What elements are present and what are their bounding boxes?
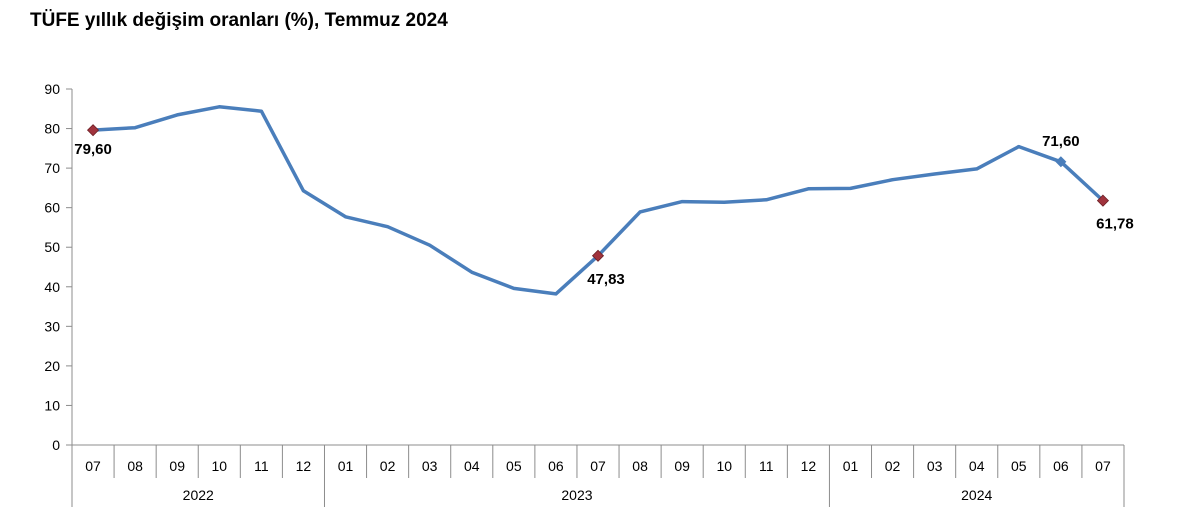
x-tick-label: 09 xyxy=(674,458,690,474)
x-tick-label: 07 xyxy=(85,458,101,474)
data-point xyxy=(722,200,726,204)
data-marker xyxy=(591,249,605,262)
x-tick-label: 12 xyxy=(296,458,312,474)
data-point xyxy=(217,105,221,109)
x-tick-label: 04 xyxy=(464,458,480,474)
x-tick-label: 11 xyxy=(254,458,269,474)
data-point xyxy=(975,167,979,171)
series-line xyxy=(91,105,1105,296)
x-tick-label: 02 xyxy=(885,458,901,474)
y-tick-label: 60 xyxy=(44,200,60,216)
x-tick-label: 01 xyxy=(843,458,859,474)
data-point xyxy=(259,109,263,113)
data-point xyxy=(512,286,516,290)
data-point xyxy=(470,270,474,274)
data-point xyxy=(680,200,684,204)
data-label: 61,78 xyxy=(1096,216,1134,233)
data-point xyxy=(428,243,432,247)
data-point xyxy=(806,187,810,191)
x-tick-labels: 07 08 09 10 11 12 01 02 03 04 05 06 07 08 09 10 11 12 01 02… xyxy=(85,458,1111,474)
y-tick-label: 30 xyxy=(44,318,60,334)
x-tick-label: 10 xyxy=(211,458,227,474)
y-tick-label: 90 xyxy=(44,81,60,97)
data-point xyxy=(933,172,937,176)
data-point xyxy=(764,198,768,202)
data-marker xyxy=(1096,194,1110,207)
data-point xyxy=(638,210,642,214)
x-tick-label: 02 xyxy=(380,458,396,474)
year-label: 2024 xyxy=(961,487,992,503)
year-labels: 2022 2023 2024 xyxy=(183,487,993,503)
x-tick-label: 11 xyxy=(759,458,774,474)
year-label: 2023 xyxy=(561,487,592,503)
data-point xyxy=(301,189,305,193)
x-tick-label: 03 xyxy=(927,458,943,474)
data-marker xyxy=(1055,156,1067,168)
data-point xyxy=(891,178,895,182)
y-tick-label: 0 xyxy=(52,437,60,453)
y-tick-labels: 0 10 20 30 40 50 60 70 80 90 xyxy=(44,81,60,453)
data-point xyxy=(175,113,179,117)
x-tick-label: 08 xyxy=(127,458,143,474)
data-point xyxy=(554,292,558,296)
data-point xyxy=(1017,145,1021,149)
y-tick-label: 40 xyxy=(44,279,60,295)
chart-title: TÜFE yıllık değişim oranları (%), Temmuz… xyxy=(30,10,448,31)
data-labels: 79,60 47,83 71,60 61,78 xyxy=(74,133,1133,288)
y-tick-label: 50 xyxy=(44,239,60,255)
x-tick-label: 04 xyxy=(969,458,985,474)
y-tick-label: 10 xyxy=(44,397,60,413)
x-tick-label: 10 xyxy=(716,458,732,474)
data-markers xyxy=(86,124,1110,262)
x-tick-label: 12 xyxy=(801,458,817,474)
x-tick-label: 07 xyxy=(590,458,606,474)
x-tick-label: 06 xyxy=(548,458,564,474)
y-tick-label: 80 xyxy=(44,121,60,137)
data-label: 47,83 xyxy=(587,271,625,288)
series-line xyxy=(91,105,1105,296)
x-tick-label: 01 xyxy=(338,458,354,474)
x-tick-label: 08 xyxy=(632,458,648,474)
x-tick-label: 07 xyxy=(1095,458,1111,474)
data-marker xyxy=(86,124,100,137)
x-tick-label: 06 xyxy=(1053,458,1069,474)
data-label: 79,60 xyxy=(74,141,112,158)
year-label: 2022 xyxy=(183,487,214,503)
data-point xyxy=(386,225,390,229)
y-tick-label: 20 xyxy=(44,358,60,374)
x-tick-label: 05 xyxy=(506,458,522,474)
data-point xyxy=(848,186,852,190)
x-tick-label: 09 xyxy=(169,458,185,474)
data-point xyxy=(344,215,348,219)
y-tick-label: 70 xyxy=(44,160,60,176)
data-label: 71,60 xyxy=(1042,133,1080,150)
data-point xyxy=(133,126,137,130)
axes xyxy=(66,88,1125,507)
x-tick-label: 03 xyxy=(422,458,438,474)
x-tick-label: 05 xyxy=(1011,458,1027,474)
